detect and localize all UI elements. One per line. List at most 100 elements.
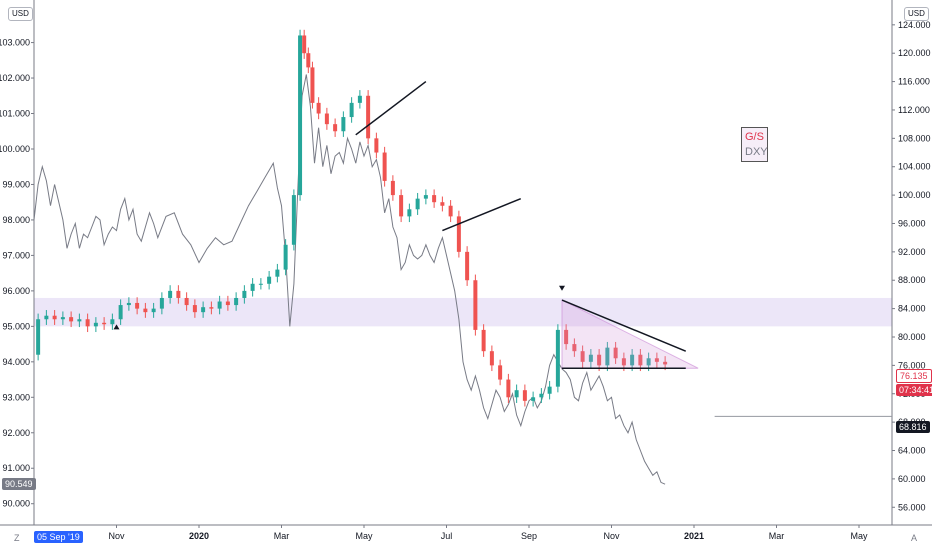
gs-candle-body [159, 297, 164, 309]
gs-candle-body [118, 305, 123, 320]
gs-candle-body [630, 354, 635, 366]
right-horizontal-line-tag: 68.816 [896, 421, 930, 433]
gs-candle-body [415, 198, 420, 210]
auto-scale-toggle[interactable]: A [911, 533, 918, 543]
gs-candle-body [258, 283, 263, 285]
left-current-value-tag: 90.549 [2, 478, 36, 490]
gs-candle-body [654, 358, 659, 362]
gs-candle-body [357, 95, 362, 103]
highlight-band-layer [34, 297, 892, 327]
gs-candle-body [646, 358, 651, 366]
gs-candle-body [481, 329, 486, 352]
gs-candle-body [168, 290, 173, 298]
legend-entry-gs: G/S [745, 131, 764, 143]
right-axis-unit-badge[interactable]: USD [904, 7, 929, 21]
left-tick-label: 99.000 [2, 179, 30, 189]
right-tick-label: 100.000 [898, 190, 931, 200]
gs-candle-body [184, 297, 189, 306]
time-tick-label: Mar [274, 531, 290, 541]
trend-line [355, 80, 427, 136]
left-tick-label: 102.000 [0, 73, 30, 83]
gs-candle-body [135, 302, 140, 309]
gs-candle-body [432, 195, 437, 203]
support-resistance-band [34, 297, 892, 327]
gs-candle-body [192, 305, 197, 313]
gs-candle-body [275, 269, 280, 277]
gs-candle-body [77, 319, 82, 322]
gs-candle-body [349, 102, 354, 118]
left-tick-label: 103.000 [0, 38, 30, 48]
gs-candle-body [448, 205, 453, 217]
gs-candle-body [225, 301, 230, 306]
right-countdown-tag: 07:34:41 [896, 384, 932, 396]
time-tick-label: Sep [521, 531, 537, 541]
left-axis-unit-badge[interactable]: USD [8, 7, 33, 21]
right-tick-label: 104.000 [898, 162, 931, 172]
axis-labels-layer: 90.000 91.000 92.000 93.000 94.000 95.000 96.0… [0, 20, 931, 541]
gs-candle-body [588, 354, 593, 362]
gs-candle-body [374, 138, 379, 153]
right-tick-label: 76.000 [898, 360, 926, 370]
right-price-tag: 76.135 [896, 369, 932, 383]
left-tick-label: 97.000 [2, 250, 30, 260]
gs-candle-body [514, 390, 519, 398]
gs-candle-body [531, 397, 536, 401]
time-tick-label: May [355, 531, 373, 541]
gs-candle-body [539, 393, 544, 398]
gs-candle-body [60, 317, 65, 320]
gs-candle-body [151, 308, 156, 313]
gs-candle-body [613, 347, 618, 359]
gs-candle-body [234, 297, 239, 306]
trend-line [561, 299, 687, 352]
gs-candle-body [324, 113, 329, 125]
time-tick-label: 2020 [189, 531, 209, 541]
gs-candle-body [126, 302, 131, 306]
gs-candle-body [440, 202, 445, 206]
right-tick-label: 92.000 [898, 247, 926, 257]
gs-candle-body [333, 124, 338, 132]
right-tick-label: 108.000 [898, 133, 931, 143]
gs-candle-body [399, 195, 404, 217]
gs-candle-body [310, 67, 315, 103]
gs-candle-body [110, 319, 115, 325]
gs-candle-body [298, 35, 303, 196]
left-tick-label: 100.000 [0, 144, 30, 154]
gs-candle-body [341, 117, 346, 132]
time-tick-label: Nov [108, 531, 125, 541]
legend-box[interactable]: G/S DXY [741, 127, 768, 162]
gs-candle-body [176, 290, 181, 298]
left-tick-label: 101.000 [0, 109, 30, 119]
gs-candle-body [143, 308, 148, 313]
gs-candle-body [302, 35, 307, 54]
gs-candle-body [201, 307, 206, 313]
gs-candle-body [291, 195, 296, 245]
gs-candle-body [423, 195, 428, 199]
gs-candle-body [621, 358, 626, 366]
left-tick-label: 96.000 [2, 286, 30, 296]
gs-candle-body [555, 329, 560, 387]
gs-candle-body [473, 280, 478, 330]
log-scale-toggle[interactable]: Z [14, 533, 20, 543]
gs-candle-body [465, 251, 470, 281]
gs-candle-body [597, 354, 602, 366]
gs-candle-body [36, 319, 41, 355]
left-tick-label: 94.000 [2, 357, 30, 367]
gs-candle-body [382, 152, 387, 181]
right-tick-label: 88.000 [898, 275, 926, 285]
right-tick-label: 96.000 [898, 218, 926, 228]
gs-candle-body [69, 317, 74, 322]
gs-candle-body [102, 322, 107, 325]
time-tick-label: Jul [441, 531, 453, 541]
gs-candle-body [93, 322, 98, 327]
gs-candle-body [580, 351, 585, 362]
gs-candle-body [456, 216, 461, 252]
left-tick-label: 95.000 [2, 321, 30, 331]
gs-candle-body [209, 307, 214, 309]
legend-entry-dxy: DXY [745, 146, 768, 158]
time-tick-label: Mar [769, 531, 785, 541]
right-tick-label: 56.000 [898, 502, 926, 512]
down-arrow-marker [559, 285, 565, 291]
dxy-line [33, 74, 666, 485]
right-tick-label: 84.000 [898, 304, 926, 314]
